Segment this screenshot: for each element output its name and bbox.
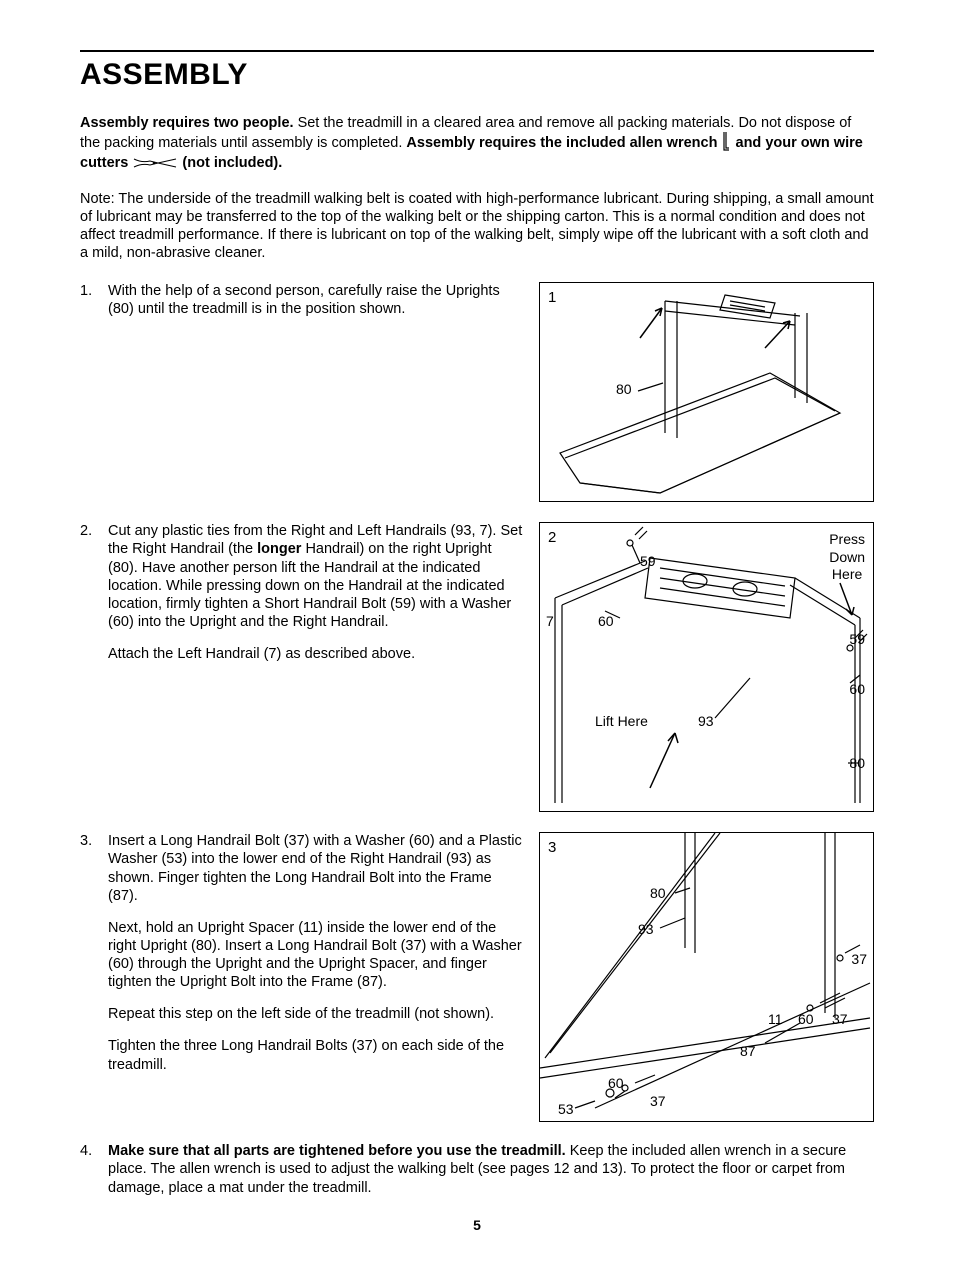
figure-2: 2: [539, 522, 874, 812]
fig3-label-93: 93: [638, 921, 654, 939]
assembly-steps: 1. With the help of a second person, car…: [80, 282, 874, 1196]
intro-paragraph: Assembly requires two people. Set the tr…: [80, 114, 874, 172]
step-number: 2.: [80, 522, 92, 540]
step-4-p1-bold: Make sure that all parts are tightened b…: [108, 1143, 566, 1159]
figure-3: 3: [539, 832, 874, 1122]
fig3-label-60a: 60: [798, 1011, 814, 1029]
fig2-label-60a: 60: [598, 613, 614, 631]
step-4-text: 4. Make sure that all parts are tightene…: [80, 1142, 874, 1196]
step-3-p1: Insert a Long Handrail Bolt (37) with a …: [108, 832, 525, 905]
step-number: 4.: [80, 1142, 92, 1160]
step-3-text: 3. Insert a Long Handrail Bolt (37) with…: [80, 832, 525, 1073]
step-3-p3: Repeat this step on the left side of the…: [108, 1005, 525, 1023]
page-title: ASSEMBLY: [80, 56, 874, 94]
fig2-label-93: 93: [698, 713, 714, 731]
note-paragraph: Note: The underside of the treadmill wal…: [80, 190, 874, 263]
fig3-label-37c: 37: [650, 1093, 666, 1111]
step-number: 3.: [80, 832, 92, 850]
fig2-label-7: 7: [546, 613, 554, 631]
step-2-p1: Cut any plastic ties from the Right and …: [108, 522, 525, 631]
fig3-label-80: 80: [650, 885, 666, 903]
step-3-p2: Next, hold an Upright Spacer (11) inside…: [108, 919, 525, 992]
fig2-label-press: Press Down Here: [829, 531, 865, 584]
step-1: 1. With the help of a second person, car…: [80, 282, 874, 502]
wire-cutters-icon: [132, 155, 178, 171]
fig3-label-60b: 60: [608, 1075, 624, 1093]
step-2: 2. Cut any plastic ties from the Right a…: [80, 522, 874, 812]
fig2-label-80: 80: [849, 755, 865, 773]
fig2-label-59b: 59: [849, 631, 865, 649]
intro-lead-bold: Assembly requires two people.: [80, 115, 294, 131]
fig3-label-53: 53: [558, 1101, 574, 1119]
step-3: 3. Insert a Long Handrail Bolt (37) with…: [80, 832, 874, 1122]
step-number: 1.: [80, 282, 92, 300]
fig3-label-37a: 37: [851, 951, 867, 969]
step-4: 4. Make sure that all parts are tightene…: [80, 1142, 874, 1196]
allen-wrench-icon: [721, 132, 731, 154]
intro-req3: (not included).: [182, 155, 282, 171]
step-2-text: 2. Cut any plastic ties from the Right a…: [80, 522, 525, 663]
step-1-text: 1. With the help of a second person, car…: [80, 282, 525, 318]
fig2-label-60b: 60: [849, 681, 865, 699]
step-2-p1-bold: longer: [257, 541, 301, 557]
step-1-p1: With the help of a second person, carefu…: [108, 282, 525, 318]
step-4-p1: Make sure that all parts are tightened b…: [108, 1142, 874, 1196]
step-3-p4: Tighten the three Long Handrail Bolts (3…: [108, 1037, 525, 1073]
fig2-label-lift: Lift Here: [595, 713, 648, 731]
fig2-label-59a: 59: [640, 553, 656, 571]
fig3-label-11: 11: [768, 1011, 783, 1029]
fig1-label-80: 80: [616, 381, 632, 399]
fig3-label-37b: 37: [832, 1011, 848, 1029]
top-rule: [80, 50, 874, 52]
step-2-p2: Attach the Left Handrail (7) as describe…: [108, 645, 525, 663]
intro-req1: Assembly requires the included allen wre…: [406, 134, 717, 150]
figure-1: 1: [539, 282, 874, 502]
page-number: 5: [80, 1217, 874, 1235]
fig3-label-87: 87: [740, 1043, 756, 1061]
